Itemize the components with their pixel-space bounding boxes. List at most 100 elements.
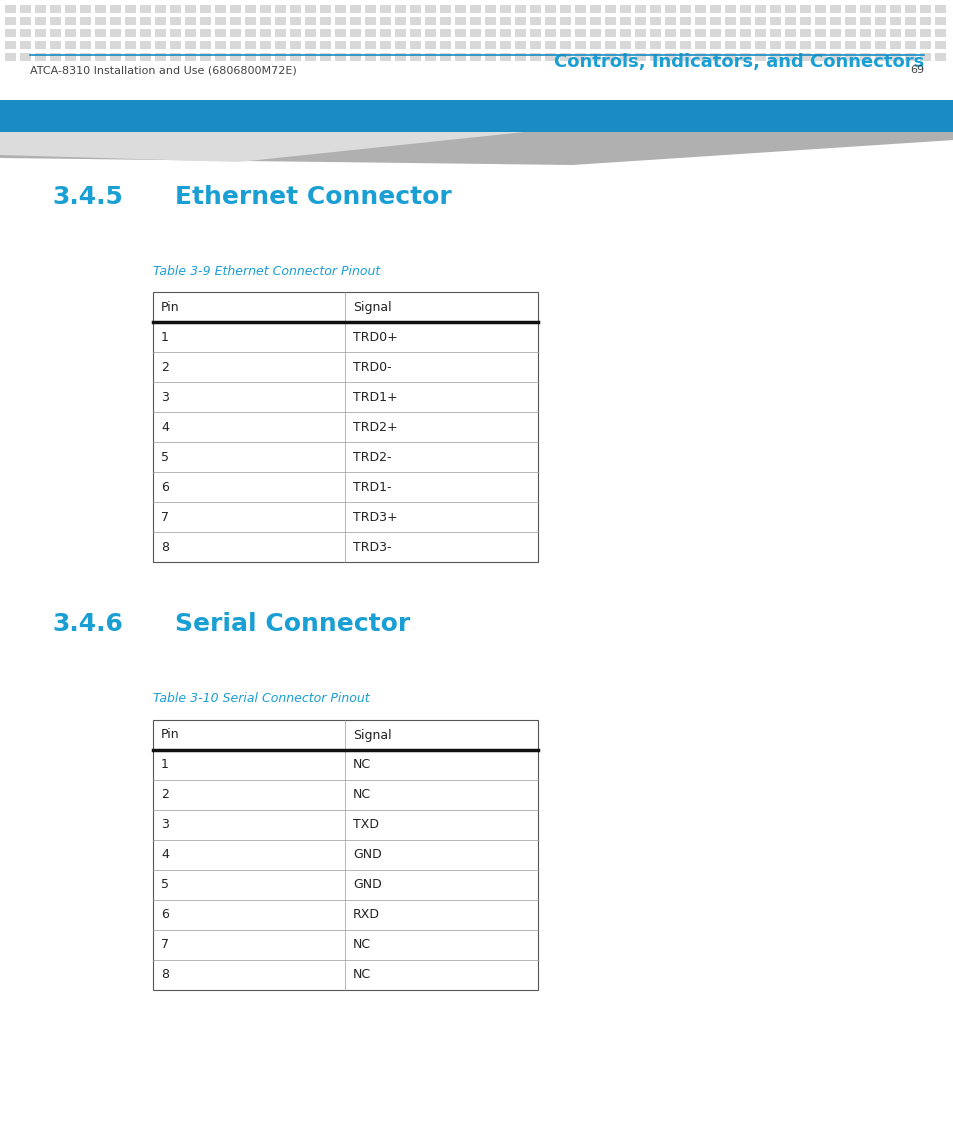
Bar — [635, 41, 645, 49]
Bar — [484, 5, 496, 13]
Bar — [889, 53, 900, 61]
Text: 3.4.6: 3.4.6 — [52, 611, 123, 635]
Bar — [410, 5, 420, 13]
Bar — [604, 53, 616, 61]
Bar — [245, 17, 255, 25]
Bar — [859, 53, 870, 61]
Bar — [649, 41, 660, 49]
Bar — [214, 41, 226, 49]
Bar — [379, 17, 391, 25]
Bar — [889, 5, 900, 13]
Bar — [455, 41, 465, 49]
Bar — [260, 41, 271, 49]
Bar — [874, 17, 885, 25]
Bar — [455, 29, 465, 37]
Bar — [110, 17, 121, 25]
Bar — [814, 41, 825, 49]
Bar — [170, 5, 181, 13]
Bar — [170, 17, 181, 25]
Bar — [50, 5, 61, 13]
Bar — [829, 29, 841, 37]
Bar — [395, 5, 406, 13]
Text: 3.4.5: 3.4.5 — [52, 185, 123, 210]
Bar — [439, 5, 451, 13]
Bar — [154, 41, 166, 49]
Bar — [5, 29, 16, 37]
Bar — [20, 53, 30, 61]
Bar — [214, 53, 226, 61]
Bar — [754, 29, 765, 37]
Text: NC: NC — [353, 758, 371, 772]
Text: 7: 7 — [161, 939, 169, 951]
Bar — [319, 5, 331, 13]
Bar — [455, 5, 465, 13]
Bar — [559, 17, 571, 25]
Bar — [679, 41, 690, 49]
Bar — [335, 29, 346, 37]
Bar — [604, 41, 616, 49]
Bar — [230, 53, 241, 61]
Bar — [274, 5, 286, 13]
Bar — [754, 41, 765, 49]
Text: TRD2+: TRD2+ — [353, 420, 397, 434]
Text: TRD3-: TRD3- — [353, 540, 391, 553]
Bar — [499, 5, 511, 13]
Bar — [619, 41, 630, 49]
Text: Serial Connector: Serial Connector — [174, 611, 410, 635]
Text: NC: NC — [353, 939, 371, 951]
Bar — [515, 5, 525, 13]
Bar — [365, 53, 375, 61]
Bar — [889, 29, 900, 37]
Bar — [200, 29, 211, 37]
Bar — [544, 41, 556, 49]
Bar — [619, 17, 630, 25]
Bar — [80, 5, 91, 13]
Text: 8: 8 — [161, 540, 169, 553]
Bar — [35, 5, 46, 13]
Text: Signal: Signal — [353, 728, 392, 742]
Bar — [35, 17, 46, 25]
Bar — [829, 53, 841, 61]
Bar — [95, 17, 106, 25]
Text: Pin: Pin — [161, 728, 179, 742]
Bar — [800, 29, 810, 37]
Bar — [154, 5, 166, 13]
Text: 6: 6 — [161, 481, 169, 493]
Bar — [859, 17, 870, 25]
Bar — [784, 17, 795, 25]
Text: TRD3+: TRD3+ — [353, 511, 397, 523]
Text: Pin: Pin — [161, 300, 179, 314]
Bar — [724, 17, 735, 25]
Bar — [484, 29, 496, 37]
Bar — [635, 53, 645, 61]
Bar — [274, 17, 286, 25]
Bar — [740, 41, 750, 49]
Text: Controls, Indicators, and Connectors: Controls, Indicators, and Connectors — [553, 53, 923, 71]
Bar — [20, 5, 30, 13]
Text: TXD: TXD — [353, 819, 378, 831]
Bar — [439, 53, 451, 61]
Bar — [919, 17, 930, 25]
Bar — [214, 5, 226, 13]
Bar — [290, 5, 301, 13]
Bar — [140, 17, 151, 25]
Bar — [784, 41, 795, 49]
Text: ATCA-8310 Installation and Use (6806800M72E): ATCA-8310 Installation and Use (6806800M… — [30, 65, 296, 76]
Bar — [0, 100, 953, 132]
Bar — [919, 53, 930, 61]
Text: TRD1-: TRD1- — [353, 481, 391, 493]
Bar — [544, 53, 556, 61]
Bar — [80, 17, 91, 25]
Bar — [695, 29, 705, 37]
Bar — [709, 29, 720, 37]
Bar — [784, 29, 795, 37]
Text: 4: 4 — [161, 848, 169, 861]
Bar — [844, 53, 855, 61]
Bar — [515, 53, 525, 61]
Bar — [110, 41, 121, 49]
Bar — [889, 41, 900, 49]
Bar — [260, 29, 271, 37]
Bar — [410, 41, 420, 49]
Bar — [904, 5, 915, 13]
Bar — [95, 29, 106, 37]
